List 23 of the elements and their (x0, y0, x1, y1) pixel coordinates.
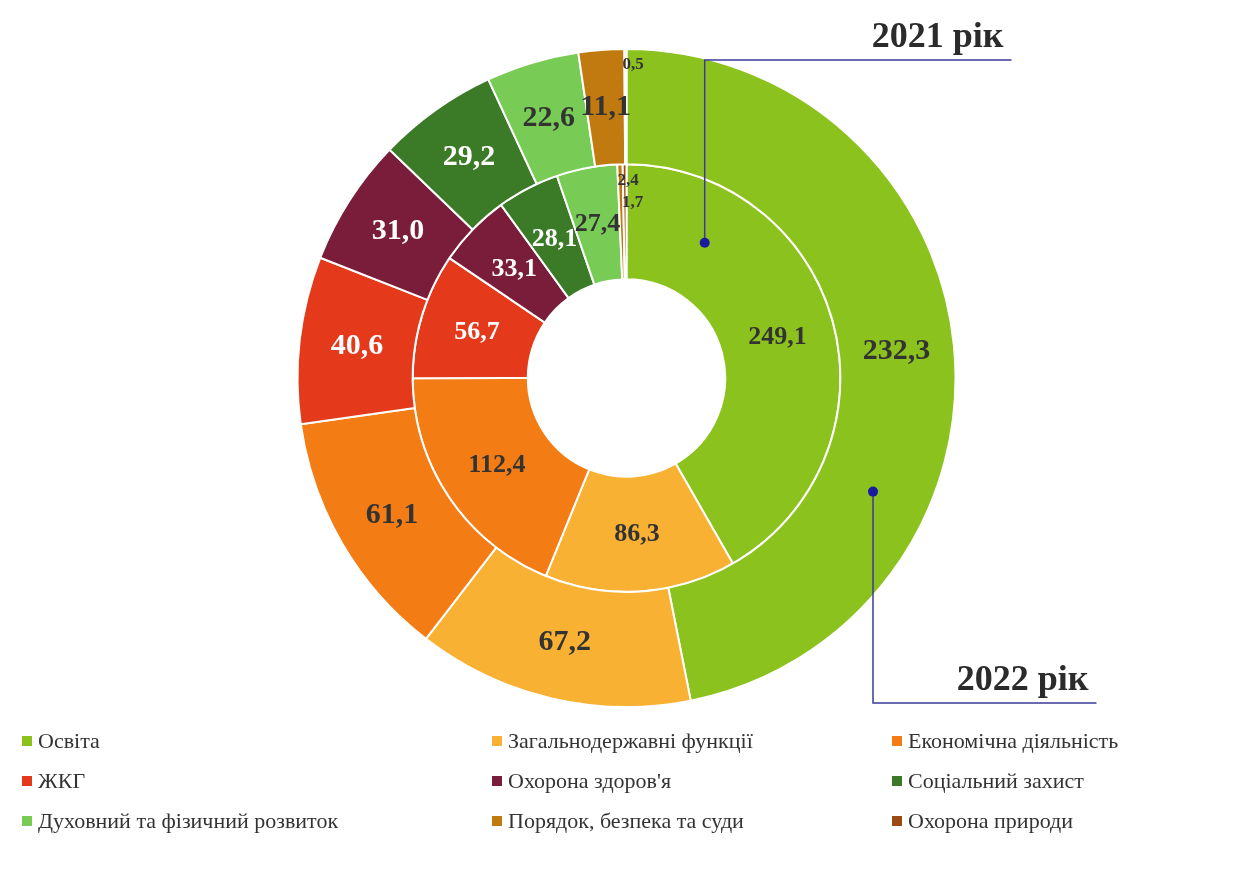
data-label: 112,4 (468, 448, 526, 478)
data-label: 56,7 (454, 315, 500, 345)
slice-label: 2021 рік (871, 15, 1004, 56)
slice-label: 2022 рік (956, 658, 1089, 699)
data-label: 86,3 (614, 517, 660, 547)
legend-label: Соціальний захист (908, 768, 1084, 794)
legend-label: Охорона здоров'я (508, 768, 672, 794)
legend-label: Освіта (38, 728, 100, 754)
data-label: 22,6 (522, 98, 576, 132)
legend-label: Порядок, безпека та суди (508, 808, 744, 834)
legend-label: Духовний та фізичний розвиток (38, 808, 339, 834)
data-label: 232,3 (862, 332, 931, 366)
data-label: 249,1 (748, 321, 807, 351)
data-label: 61,1 (365, 495, 419, 529)
data-label: 31,0 (371, 212, 425, 246)
legend-label: Загальнодержавні функції (508, 728, 753, 754)
data-label: 40,6 (330, 327, 384, 361)
data-label: 33,1 (491, 252, 538, 282)
legend-label: Охорона природи (908, 808, 1073, 834)
legend-label: ЖКГ (38, 768, 86, 794)
legend-label: Економічна діяльність (908, 728, 1119, 754)
data-label: 67,2 (538, 623, 592, 657)
data-label: 29,2 (442, 137, 496, 171)
